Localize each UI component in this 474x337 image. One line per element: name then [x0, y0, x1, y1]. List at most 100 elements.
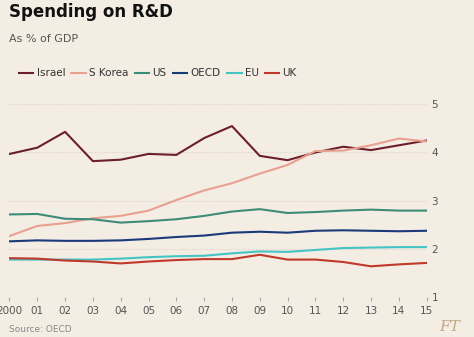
- Israel: [118, 158, 124, 162]
- Line: US: US: [9, 209, 427, 223]
- US: [257, 207, 263, 211]
- UK: [201, 257, 207, 261]
- Israel: [62, 130, 68, 134]
- EU: [312, 248, 318, 252]
- UK: [7, 256, 12, 260]
- Israel: [146, 152, 151, 156]
- S Korea: [396, 136, 401, 141]
- US: [35, 212, 40, 216]
- S Korea: [368, 143, 374, 147]
- S Korea: [146, 209, 151, 213]
- UK: [146, 259, 151, 264]
- US: [396, 209, 401, 213]
- EU: [201, 254, 207, 258]
- US: [90, 217, 96, 221]
- Line: OECD: OECD: [9, 230, 427, 241]
- Israel: [396, 143, 401, 147]
- EU: [146, 255, 151, 259]
- Israel: [229, 124, 235, 128]
- OECD: [424, 229, 429, 233]
- Text: Source: OECD: Source: OECD: [9, 325, 72, 334]
- S Korea: [90, 216, 96, 220]
- S Korea: [173, 198, 179, 202]
- Israel: [285, 158, 291, 162]
- S Korea: [340, 149, 346, 153]
- OECD: [396, 229, 401, 233]
- Israel: [7, 152, 12, 156]
- OECD: [35, 238, 40, 242]
- EU: [424, 245, 429, 249]
- EU: [396, 245, 401, 249]
- OECD: [257, 230, 263, 234]
- US: [424, 209, 429, 213]
- EU: [340, 246, 346, 250]
- S Korea: [424, 140, 429, 144]
- Israel: [90, 159, 96, 163]
- UK: [424, 261, 429, 265]
- EU: [35, 257, 40, 262]
- S Korea: [62, 221, 68, 225]
- US: [146, 219, 151, 223]
- OECD: [7, 239, 12, 243]
- US: [340, 209, 346, 213]
- OECD: [312, 229, 318, 233]
- EU: [229, 251, 235, 255]
- Text: As % of GDP: As % of GDP: [9, 34, 79, 44]
- Israel: [173, 153, 179, 157]
- S Korea: [201, 188, 207, 192]
- US: [229, 210, 235, 214]
- Legend: Israel, S Korea, US, OECD, EU, UK: Israel, S Korea, US, OECD, EU, UK: [15, 64, 301, 83]
- OECD: [368, 229, 374, 233]
- OECD: [118, 238, 124, 242]
- OECD: [229, 231, 235, 235]
- S Korea: [285, 163, 291, 167]
- EU: [7, 257, 12, 262]
- S Korea: [35, 224, 40, 228]
- US: [368, 208, 374, 212]
- EU: [285, 250, 291, 254]
- EU: [62, 257, 68, 262]
- UK: [90, 259, 96, 264]
- UK: [257, 253, 263, 257]
- US: [7, 212, 12, 216]
- UK: [173, 258, 179, 262]
- OECD: [146, 237, 151, 241]
- UK: [118, 262, 124, 266]
- UK: [229, 257, 235, 261]
- Israel: [424, 139, 429, 143]
- UK: [368, 264, 374, 268]
- S Korea: [312, 149, 318, 153]
- Line: EU: EU: [9, 247, 427, 259]
- US: [118, 221, 124, 225]
- OECD: [62, 239, 68, 243]
- OECD: [173, 235, 179, 239]
- Israel: [257, 154, 263, 158]
- Israel: [368, 148, 374, 152]
- Israel: [340, 145, 346, 149]
- S Korea: [229, 181, 235, 185]
- UK: [62, 258, 68, 263]
- EU: [173, 254, 179, 258]
- EU: [90, 257, 96, 262]
- OECD: [285, 231, 291, 235]
- US: [62, 217, 68, 221]
- Line: S Korea: S Korea: [9, 139, 427, 236]
- S Korea: [7, 234, 12, 238]
- Israel: [312, 150, 318, 154]
- Israel: [35, 146, 40, 150]
- Line: UK: UK: [9, 255, 427, 266]
- EU: [118, 256, 124, 261]
- UK: [396, 263, 401, 267]
- UK: [35, 256, 40, 261]
- Israel: [201, 136, 207, 140]
- UK: [285, 257, 291, 262]
- US: [173, 217, 179, 221]
- Text: FT: FT: [439, 319, 460, 334]
- US: [201, 214, 207, 218]
- EU: [368, 246, 374, 250]
- S Korea: [118, 214, 124, 218]
- UK: [312, 257, 318, 262]
- EU: [257, 249, 263, 253]
- Text: Spending on R&D: Spending on R&D: [9, 3, 173, 21]
- US: [285, 211, 291, 215]
